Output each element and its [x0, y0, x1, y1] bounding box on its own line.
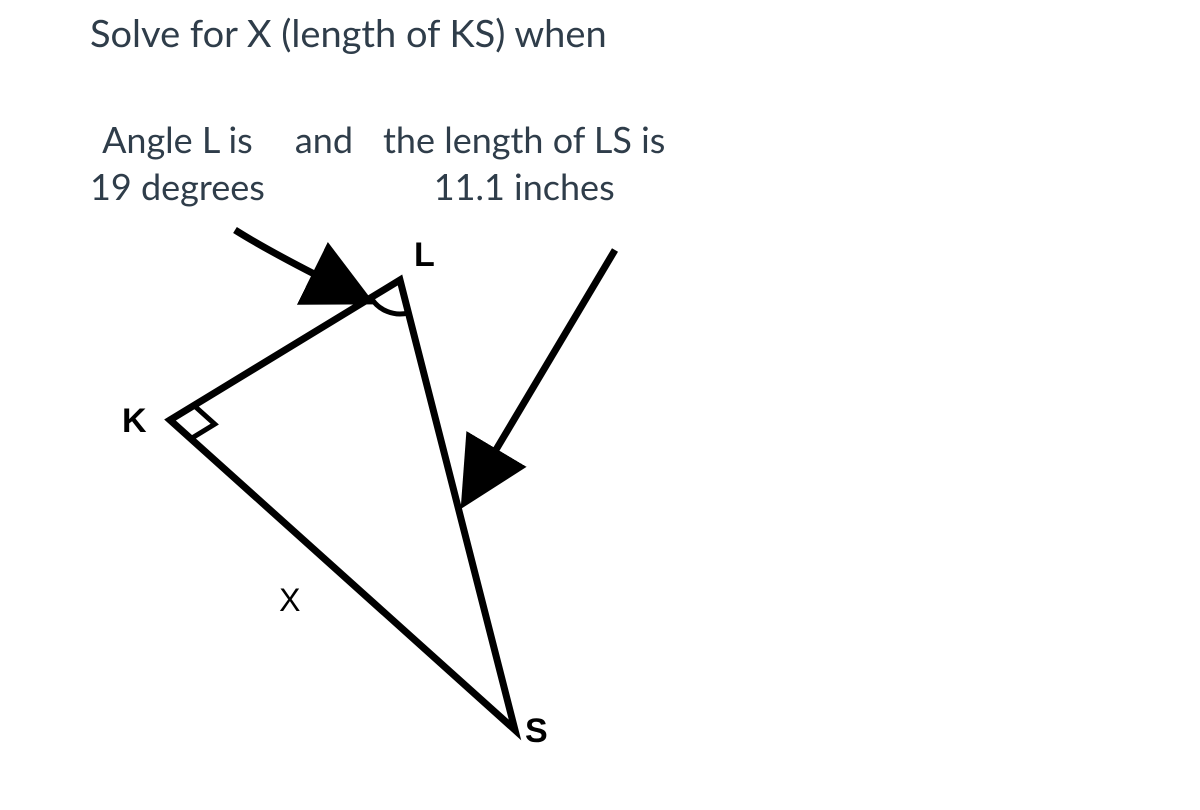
given-info-row: Angle L is 19 degrees and the length of …	[90, 116, 1200, 210]
angle-info-top: Angle L is	[90, 116, 265, 163]
unknown-x-label: X	[279, 582, 300, 619]
conjunction: and	[295, 116, 353, 163]
angle-arrow-icon	[235, 230, 350, 292]
problem-container: Solve for X (length of KS) when Angle L …	[0, 0, 1200, 760]
right-angle-mark-icon	[191, 405, 215, 438]
triangle-outline	[170, 280, 515, 730]
angle-info: Angle L is 19 degrees	[90, 116, 265, 210]
side-info-bottom: 11.1 inches	[383, 163, 665, 210]
angle-info-bottom: 19 degrees	[90, 163, 265, 210]
triangle-svg	[90, 220, 710, 760]
question-text: Solve for X (length of KS) when	[90, 10, 1200, 56]
side-info-top: the length of LS is	[383, 116, 665, 163]
side-arrow-icon	[475, 250, 615, 485]
vertex-label-k: K	[122, 402, 147, 441]
triangle-diagram: K L S X	[90, 220, 710, 760]
vertex-label-s: S	[525, 712, 548, 751]
side-info: the length of LS is 11.1 inches	[383, 116, 665, 210]
vertex-label-l: L	[414, 236, 435, 275]
